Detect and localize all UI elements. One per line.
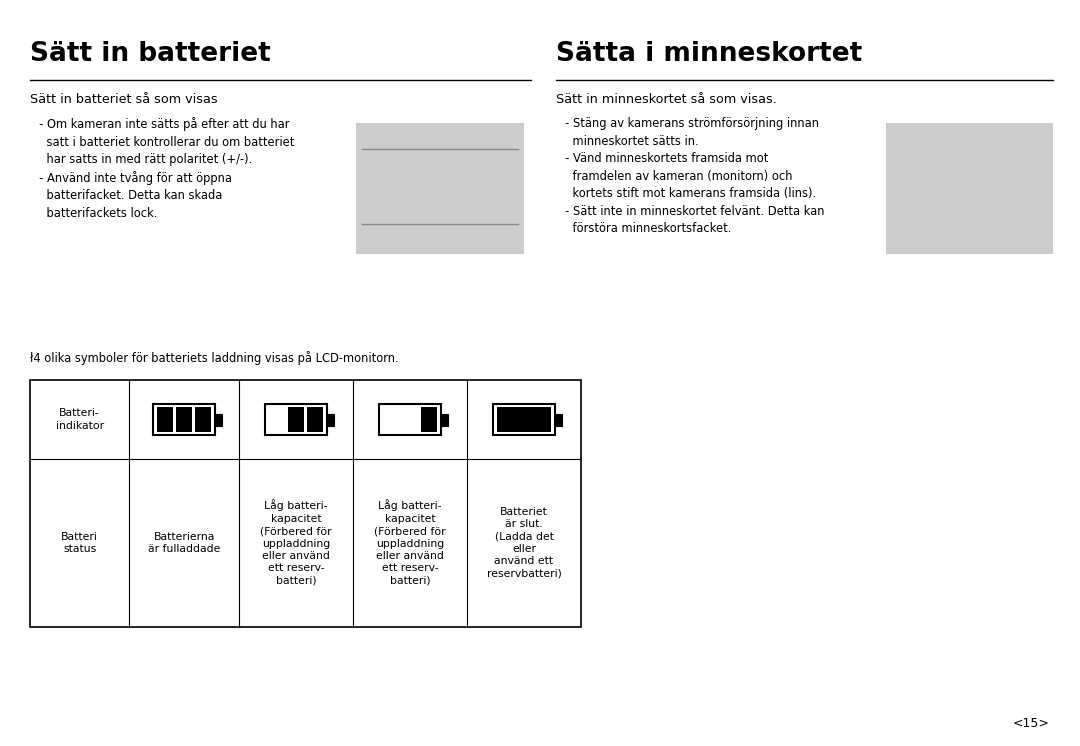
Bar (152, 404, 215, 435)
Bar (176, 407, 192, 433)
Text: Sätt in batteriet så som visas: Sätt in batteriet så som visas (30, 93, 218, 106)
Bar (288, 407, 305, 433)
Bar (195, 407, 211, 433)
Text: Batteri
status: Batteri status (62, 531, 98, 554)
Text: Låg batteri-
kapacitet
(Förbered för
uppladdning
eller använd
ett reserv-
batter: Låg batteri- kapacitet (Förbered för upp… (375, 500, 446, 586)
Text: Batteriet
är slut.
(Ladda det
eller
använd ett
reservbatteri): Batteriet är slut. (Ladda det eller anvä… (487, 507, 562, 579)
Bar (308, 407, 323, 433)
Bar (886, 123, 1053, 254)
Text: Sätt in batteriet: Sätt in batteriet (30, 41, 271, 67)
Text: Låg batteri-
kapacitet
(Förbered för
uppladdning
eller använd
ett reserv-
batter: Låg batteri- kapacitet (Förbered för upp… (260, 500, 332, 586)
Bar (327, 413, 334, 425)
Text: - Om kameran inte sätts på efter att du har
    satt i batteriet kontrollerar du: - Om kameran inte sätts på efter att du … (32, 117, 295, 220)
Bar (157, 407, 173, 433)
Bar (30, 380, 581, 627)
Text: - Stäng av kamerans strömförsörjning innan
    minneskortet sätts in.
  - Vänd m: - Stäng av kamerans strömförsörjning inn… (558, 117, 825, 235)
Text: Batterierna
är fulladdade: Batterierna är fulladdade (148, 531, 220, 554)
Text: <15>: <15> (1013, 717, 1050, 730)
Bar (555, 413, 562, 425)
Bar (356, 123, 524, 254)
Bar (442, 413, 448, 425)
Text: Sätta i minneskortet: Sätta i minneskortet (556, 41, 863, 67)
Bar (497, 407, 551, 433)
Text: Sätt in minneskortet så som visas.: Sätt in minneskortet så som visas. (556, 93, 778, 106)
Text: ł4 olika symboler för batteriets laddning visas på LCD-monitorn.: ł4 olika symboler för batteriets laddnin… (30, 351, 399, 365)
Bar (379, 404, 442, 435)
Bar (265, 404, 327, 435)
Text: Batteri-
indikator: Batteri- indikator (55, 408, 104, 431)
Bar (492, 404, 555, 435)
Bar (421, 407, 437, 433)
Bar (215, 413, 221, 425)
